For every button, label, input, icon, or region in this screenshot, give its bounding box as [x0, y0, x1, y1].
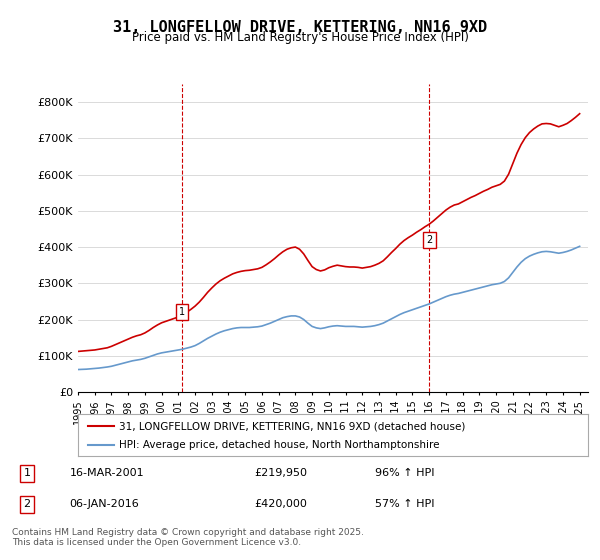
Text: 1: 1	[23, 468, 31, 478]
Text: 1: 1	[179, 307, 185, 318]
Text: 2: 2	[427, 235, 433, 245]
Text: 2: 2	[23, 500, 31, 509]
Text: 06-JAN-2016: 06-JAN-2016	[70, 500, 139, 509]
Text: 16-MAR-2001: 16-MAR-2001	[70, 468, 144, 478]
Text: 31, LONGFELLOW DRIVE, KETTERING, NN16 9XD (detached house): 31, LONGFELLOW DRIVE, KETTERING, NN16 9X…	[119, 421, 465, 431]
Text: £420,000: £420,000	[254, 500, 307, 509]
Text: Price paid vs. HM Land Registry's House Price Index (HPI): Price paid vs. HM Land Registry's House …	[131, 31, 469, 44]
Text: 57% ↑ HPI: 57% ↑ HPI	[375, 500, 434, 509]
Text: 96% ↑ HPI: 96% ↑ HPI	[375, 468, 434, 478]
Text: Contains HM Land Registry data © Crown copyright and database right 2025.
This d: Contains HM Land Registry data © Crown c…	[12, 528, 364, 547]
Text: HPI: Average price, detached house, North Northamptonshire: HPI: Average price, detached house, Nort…	[119, 440, 439, 450]
Text: 31, LONGFELLOW DRIVE, KETTERING, NN16 9XD: 31, LONGFELLOW DRIVE, KETTERING, NN16 9X…	[113, 20, 487, 35]
Text: £219,950: £219,950	[254, 468, 307, 478]
